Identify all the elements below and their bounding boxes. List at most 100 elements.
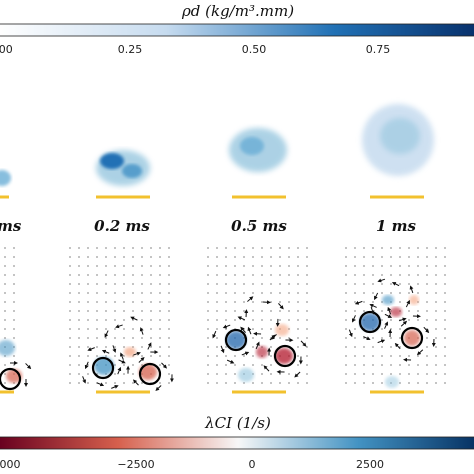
vector-dot <box>270 247 272 249</box>
vector-dot <box>306 256 308 258</box>
vector-dot <box>399 382 401 384</box>
vector-dot <box>216 319 218 321</box>
vector-dot <box>306 355 308 357</box>
vector-dot <box>390 247 392 249</box>
vector-dot <box>123 364 125 366</box>
vector-dot <box>105 292 107 294</box>
vector-dot <box>168 337 170 339</box>
vector-dot <box>435 337 437 339</box>
vector-dot <box>123 292 125 294</box>
density-blob-2 <box>229 128 287 172</box>
vector-dot <box>363 310 365 312</box>
vector-dot <box>444 301 446 303</box>
vector-dot <box>132 274 134 276</box>
vector-dot <box>426 346 428 348</box>
bottom-tick-2: 0 <box>249 458 256 471</box>
vector-dot <box>372 382 374 384</box>
vector-dot <box>150 274 152 276</box>
vector-dot <box>426 373 428 375</box>
vector-dot <box>426 310 428 312</box>
vector-dot <box>444 265 446 267</box>
vector-dot <box>363 355 365 357</box>
vector-dot <box>132 364 134 366</box>
vector-dot <box>345 364 347 366</box>
vector-dot <box>417 355 419 357</box>
vector-dot <box>297 247 299 249</box>
vector-dot <box>381 364 383 366</box>
vector-dot <box>288 301 290 303</box>
vector-dot <box>87 301 89 303</box>
vector-dot <box>141 355 143 357</box>
vector-arrow <box>348 329 353 338</box>
vector-dot <box>4 337 6 339</box>
vector-dot <box>363 265 365 267</box>
vector-dot <box>234 292 236 294</box>
vector-dot <box>381 265 383 267</box>
vector-dot <box>408 247 410 249</box>
vector-dot <box>288 337 290 339</box>
vector-arrow <box>111 385 119 389</box>
vector-dot <box>69 256 71 258</box>
vector-dot <box>252 247 254 249</box>
vector-dot <box>261 265 263 267</box>
vector-dot <box>150 319 152 321</box>
vector-dot <box>252 382 254 384</box>
vector-dot <box>225 328 227 330</box>
vector-dot <box>168 310 170 312</box>
vector-dot <box>354 346 356 348</box>
vector-dot <box>87 292 89 294</box>
vector-dot <box>78 292 80 294</box>
vector-dot <box>159 346 161 348</box>
vector-dot <box>399 265 401 267</box>
vector-dot <box>159 301 161 303</box>
vector-dot <box>417 319 419 321</box>
vector-dot <box>207 265 209 267</box>
vector-dot <box>243 364 245 366</box>
vector-dot <box>408 319 410 321</box>
vector-dot <box>87 373 89 375</box>
vector-dot <box>381 283 383 285</box>
vector-dot <box>132 346 134 348</box>
vector-dot <box>78 283 80 285</box>
vector-dot <box>69 364 71 366</box>
vector-dot <box>207 274 209 276</box>
vector-dot <box>363 346 365 348</box>
vector-dot <box>225 256 227 258</box>
vector-dot <box>168 283 170 285</box>
vector-dot <box>408 265 410 267</box>
vector-dot <box>225 319 227 321</box>
vector-arrow <box>220 345 225 354</box>
vector-arrow <box>112 345 117 353</box>
vector-dot <box>426 265 428 267</box>
vector-dot <box>252 256 254 258</box>
vector-dot <box>288 319 290 321</box>
vector-dot <box>372 265 374 267</box>
vector-dot <box>252 319 254 321</box>
vector-dot <box>13 292 15 294</box>
vector-dot <box>13 247 15 249</box>
vector-dot <box>4 310 6 312</box>
vector-dot <box>78 382 80 384</box>
vector-arrow <box>398 317 407 322</box>
vector-dot <box>399 346 401 348</box>
vector-dot <box>297 256 299 258</box>
vector-dot <box>426 319 428 321</box>
vector-dot <box>345 337 347 339</box>
vector-dot <box>159 292 161 294</box>
vector-dot <box>234 373 236 375</box>
vector-dot <box>78 319 80 321</box>
vector-arrow <box>377 278 386 283</box>
vector-dot <box>354 337 356 339</box>
vector-dot <box>354 355 356 357</box>
vector-dot <box>252 310 254 312</box>
vector-dot <box>105 328 107 330</box>
vector-arrow <box>130 316 138 321</box>
vector-dot <box>354 301 356 303</box>
vector-dot <box>234 265 236 267</box>
vector-dot <box>225 292 227 294</box>
vector-arrow <box>384 321 389 329</box>
vector-dot <box>150 310 152 312</box>
vector-dot <box>150 346 152 348</box>
vector-arrow <box>117 366 122 375</box>
vector-dot <box>225 364 227 366</box>
